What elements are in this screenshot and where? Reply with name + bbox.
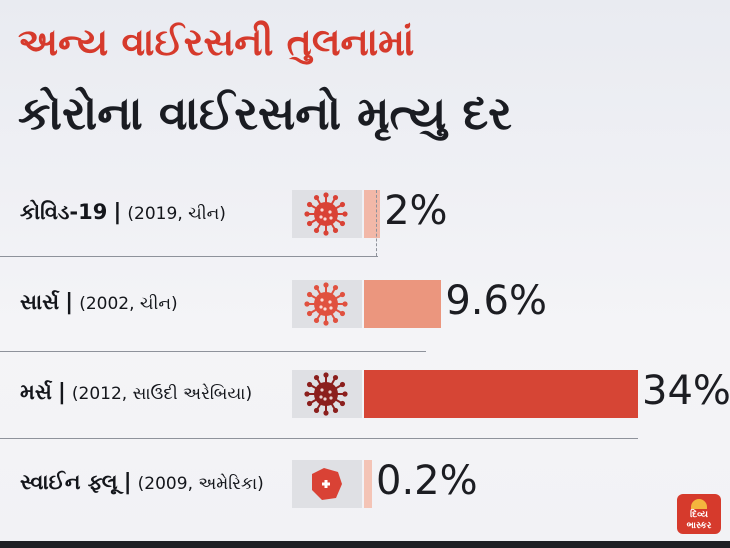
logo-text-line2: ભાસ્કર — [686, 521, 712, 531]
category-label: મર્સ | (2012, સાઉદી અરેબિયા) — [20, 380, 252, 405]
separator: | — [57, 380, 66, 405]
category-detail: (2012, સાઉદી અરેબિયા) — [71, 384, 253, 404]
separator: | — [113, 200, 122, 225]
category-name: સાર્સ — [20, 290, 60, 314]
logo-sun-icon — [691, 499, 707, 509]
row-divider — [0, 351, 426, 352]
bar — [364, 460, 372, 508]
category-detail: (2002, ચીન) — [79, 294, 178, 314]
divya-bhaskar-logo: દિવ્ય ભાસ્કર — [677, 494, 721, 534]
separator: | — [65, 290, 74, 315]
category-detail: (2019, ચીન) — [127, 204, 226, 224]
category-name: મર્સ — [20, 380, 52, 404]
mers-virus-icon — [292, 370, 362, 418]
sars-virus-icon — [292, 280, 362, 328]
bar — [364, 370, 638, 418]
value-label: 9.6% — [445, 278, 547, 324]
swine-flu-virus-icon — [292, 460, 362, 508]
value-label: 0.2% — [376, 458, 478, 504]
category-label: સાર્સ | (2002, ચીન) — [20, 290, 178, 315]
covid-virus-icon — [292, 190, 362, 238]
row-divider — [0, 438, 638, 439]
zero-axis-line — [376, 190, 378, 256]
bottom-bar — [0, 541, 730, 548]
category-label: સ્વાઈન ફ્લૂ | (2009, અમેરિકા) — [20, 470, 264, 495]
chart-subtitle: કોરોના વાઈરસનો મૃત્યુ દર — [18, 86, 512, 140]
category-name: કોવિડ-19 — [20, 200, 108, 224]
separator: | — [123, 470, 132, 495]
chart-title: અન્ય વાઈરસની તુલનામાં — [18, 20, 415, 64]
value-label: 34% — [642, 368, 730, 414]
category-label: કોવિડ-19 | (2019, ચીન) — [20, 200, 226, 225]
row-divider — [0, 256, 378, 257]
value-label: 2% — [384, 188, 448, 234]
logo-text-line1: દિવ્ય — [690, 510, 708, 520]
bar — [364, 280, 442, 328]
category-detail: (2009, અમેરિકા) — [137, 474, 264, 494]
category-name: સ્વાઈન ફ્લૂ — [20, 470, 118, 494]
